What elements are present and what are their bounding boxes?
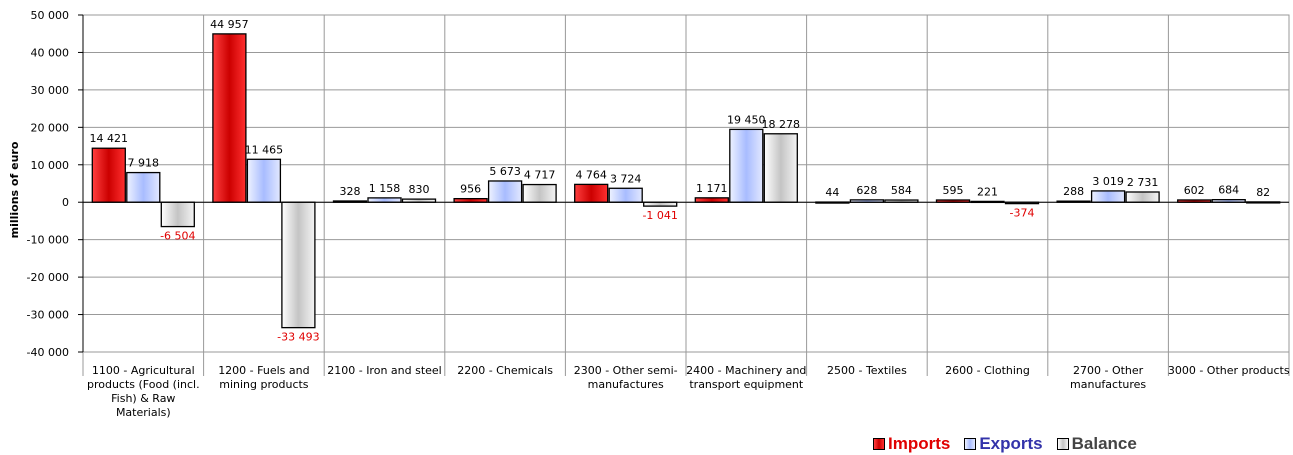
data-label-imports: 288 — [1063, 185, 1084, 198]
data-label-exports: 3 724 — [610, 172, 642, 185]
y-tick-label: 40 000 — [31, 46, 70, 59]
x-tick-label: 1100 - Agricultural — [92, 364, 195, 377]
legend-label-balance: Balance — [1071, 434, 1137, 453]
data-label-balance: 830 — [409, 183, 430, 196]
data-label-balance: 4 717 — [524, 169, 556, 182]
data-label-imports: 4 764 — [575, 168, 607, 181]
legend-swatch-balance — [1056, 438, 1069, 450]
x-tick-label: 2200 - Chemicals — [457, 364, 553, 377]
x-tick-label: manufactures — [588, 378, 664, 391]
x-tick-label: 1200 - Fuels and — [218, 364, 309, 377]
data-label-imports: 1 171 — [696, 182, 728, 195]
data-label-balance: -374 — [1010, 207, 1035, 220]
bar-exports — [1090, 190, 1126, 203]
data-label-exports: 628 — [856, 184, 877, 197]
bar-balance — [160, 201, 195, 228]
y-tick-label: -10 000 — [27, 234, 69, 247]
y-tick-label: 50 000 — [31, 9, 70, 22]
legend-swatch-exports — [964, 438, 977, 450]
x-tick-label: 3000 - Other products — [1168, 364, 1290, 377]
legend-item-exports: Exports — [964, 434, 1043, 454]
data-label-balance: 82 — [1256, 186, 1270, 199]
x-tick-label: manufactures — [1070, 378, 1146, 391]
data-label-exports: 684 — [1218, 184, 1239, 197]
y-tick-label: 20 000 — [31, 121, 70, 134]
y-axis-label: millions of euro — [8, 141, 21, 238]
bar-exports — [608, 187, 643, 203]
legend-swatch-imports — [873, 438, 885, 450]
data-label-imports: 956 — [460, 183, 481, 196]
legend-item-imports: Imports — [873, 434, 950, 454]
data-label-exports: 1 158 — [369, 182, 401, 195]
legend-label-imports: Imports — [888, 434, 951, 453]
bar-balance — [281, 201, 316, 329]
data-label-imports: 44 — [825, 186, 839, 199]
bar-imports — [574, 183, 609, 203]
data-label-exports: 3 019 — [1092, 175, 1124, 188]
x-tick-label: 2500 - Textiles — [827, 364, 907, 377]
x-tick-label: 2700 - Other — [1073, 364, 1144, 377]
legend-label-exports: Exports — [979, 434, 1043, 453]
bar-exports — [246, 158, 282, 203]
bar-balance — [1125, 191, 1160, 203]
bar-imports — [694, 197, 729, 203]
y-tick-label: -40 000 — [27, 346, 69, 359]
data-label-imports: 602 — [1184, 184, 1205, 197]
bar-exports — [126, 171, 161, 203]
x-tick-label: Fish) & Raw — [111, 392, 175, 405]
legend-item-balance: Balance — [1056, 434, 1137, 454]
y-tick-label: -20 000 — [27, 271, 69, 284]
y-tick-label: 0 — [62, 196, 69, 209]
data-label-exports: 19 450 — [727, 113, 766, 126]
data-label-balance: -33 493 — [277, 331, 319, 344]
data-label-imports: 595 — [943, 184, 964, 197]
data-label-balance: 18 278 — [762, 118, 801, 131]
x-tick-label: 2300 - Other semi- — [574, 364, 678, 377]
bar-balance — [643, 201, 678, 207]
bar-balance — [522, 183, 557, 203]
x-tick-label: 2100 - Iron and steel — [327, 364, 442, 377]
x-tick-label: Materials) — [116, 406, 171, 419]
y-tick-label: 10 000 — [31, 159, 70, 172]
data-label-imports: 44 957 — [210, 18, 249, 31]
axes-layer: 50 000 40 000 30 000 20 000 10 000 0 -10 000 -2… — [27, 9, 1290, 419]
y-tick-label: -30 000 — [27, 309, 69, 322]
x-tick-label: 2400 - Machinery and — [686, 364, 806, 377]
bar-imports — [212, 33, 247, 203]
data-label-imports: 328 — [340, 185, 361, 198]
x-tick-label: transport equipment — [689, 378, 804, 391]
data-label-balance: -1 041 — [642, 209, 677, 222]
bar-balance — [763, 133, 798, 203]
x-tick-label: products (Food (incl. — [87, 378, 200, 391]
data-label-balance: -6 504 — [160, 230, 195, 243]
grid-layer — [82, 14, 1290, 376]
x-tick-label: mining products — [219, 378, 309, 391]
x-tick-label: 2600 - Clothing — [945, 364, 1030, 377]
data-label-exports: 7 918 — [128, 157, 160, 170]
legend: Imports Exports Balance — [873, 434, 1151, 454]
bar-imports — [91, 147, 126, 203]
labels-layer: 14 421 7 918 -6 504 44 957 11 465 -33 493 328 1… — [90, 18, 1271, 344]
bar-exports — [367, 197, 402, 203]
data-label-balance: 2 731 — [1127, 176, 1159, 189]
data-label-exports: 221 — [977, 185, 998, 198]
data-label-imports: 14 421 — [90, 132, 129, 145]
data-label-exports: 11 465 — [245, 143, 284, 156]
chart: 14 421 7 918 -6 504 44 957 11 465 -33 493 328 1… — [8, 9, 1290, 419]
y-tick-label: 30 000 — [31, 84, 70, 97]
bar-imports — [453, 197, 488, 203]
bar-exports — [729, 128, 764, 203]
data-label-exports: 5 673 — [489, 165, 521, 178]
bar-exports — [487, 180, 523, 203]
data-label-balance: 584 — [891, 184, 912, 197]
